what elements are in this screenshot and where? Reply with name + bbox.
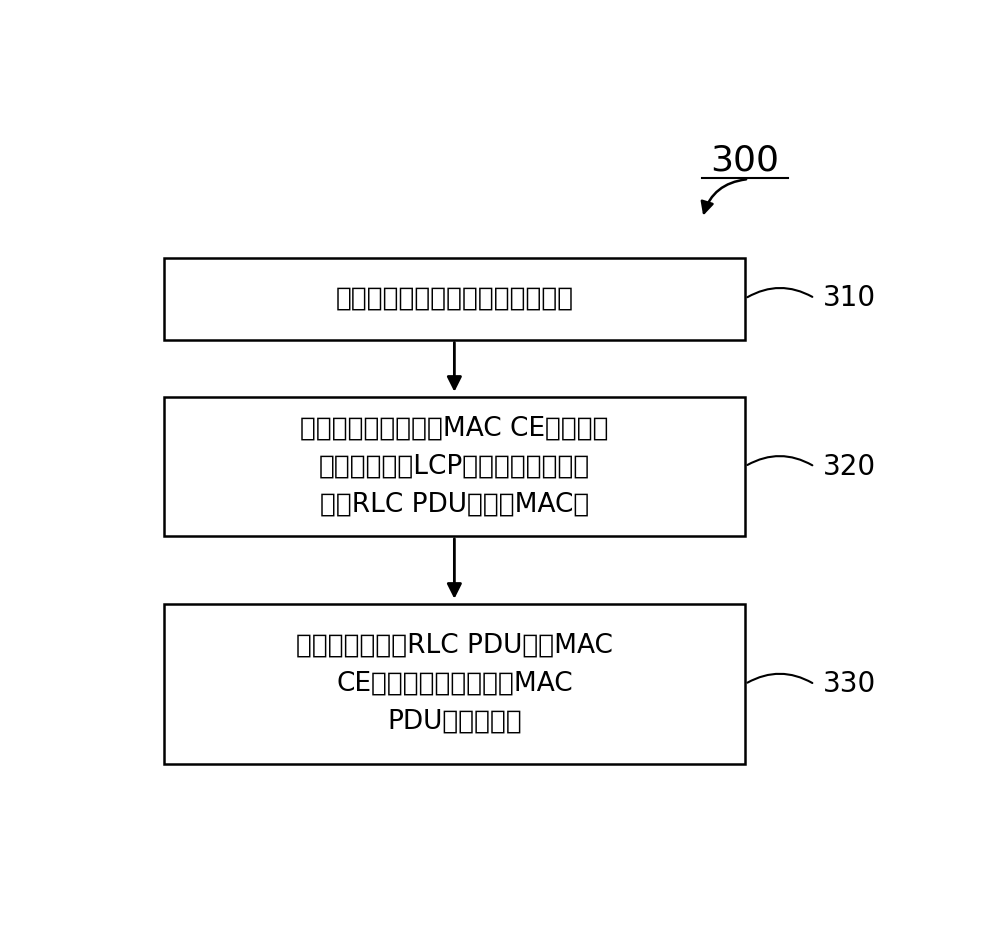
FancyArrowPatch shape (747, 674, 812, 683)
Text: 根据第一和第二RLC PDU和第MAC
CE信令形成第一和第二MAC
PDU并分别发送: 根据第一和第二RLC PDU和第MAC CE信令形成第一和第二MAC PDU并分… (296, 633, 613, 735)
Bar (164, 603, 745, 765)
Text: 310: 310 (822, 285, 876, 312)
Text: 从所述无线通信网络接收第一指示: 从所述无线通信网络接收第一指示 (335, 286, 573, 311)
FancyArrowPatch shape (747, 288, 812, 298)
FancyArrowPatch shape (747, 456, 812, 465)
Bar (164, 258, 745, 339)
FancyArrowPatch shape (702, 179, 746, 213)
Text: 320: 320 (822, 452, 876, 481)
Text: 300: 300 (710, 144, 780, 177)
Bar (164, 397, 745, 536)
Text: 根据第一指示、第二MAC CE信令以及
资源情况启动LCP过程并生成第一、
第二RLC PDU发送至MAC层: 根据第一指示、第二MAC CE信令以及 资源情况启动LCP过程并生成第一、 第二… (300, 415, 609, 517)
Text: 330: 330 (822, 670, 876, 698)
